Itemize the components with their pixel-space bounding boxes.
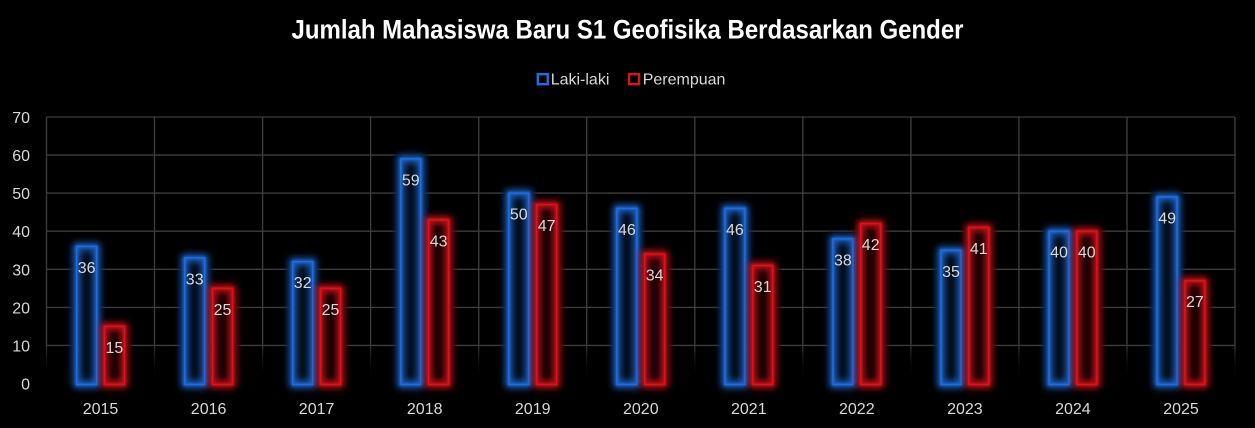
svg-text:47: 47	[538, 218, 556, 235]
svg-text:46: 46	[618, 222, 636, 239]
svg-text:60: 60	[12, 148, 30, 165]
svg-text:Laki-laki: Laki-laki	[551, 72, 610, 89]
svg-text:2015: 2015	[83, 401, 119, 418]
svg-text:50: 50	[510, 207, 528, 224]
svg-text:42: 42	[862, 237, 880, 254]
svg-text:40: 40	[12, 224, 30, 241]
svg-text:50: 50	[12, 186, 30, 203]
svg-text:2018: 2018	[407, 401, 443, 418]
svg-text:38: 38	[834, 252, 852, 269]
svg-text:0: 0	[21, 377, 30, 394]
svg-text:41: 41	[970, 241, 988, 258]
svg-text:46: 46	[726, 222, 744, 239]
svg-text:33: 33	[186, 271, 204, 288]
svg-text:Jumlah Mahasiswa Baru S1 Geofi: Jumlah Mahasiswa Baru S1 Geofisika Berda…	[292, 15, 964, 45]
svg-text:31: 31	[754, 279, 772, 296]
svg-text:34: 34	[646, 268, 664, 285]
svg-text:10: 10	[12, 338, 30, 355]
svg-text:2024: 2024	[1055, 401, 1091, 418]
svg-text:2017: 2017	[299, 401, 335, 418]
svg-text:25: 25	[214, 302, 232, 319]
svg-text:2025: 2025	[1163, 401, 1199, 418]
svg-text:25: 25	[322, 302, 340, 319]
svg-text:15: 15	[106, 340, 124, 357]
svg-text:70: 70	[12, 110, 30, 127]
svg-text:32: 32	[294, 275, 312, 292]
svg-text:36: 36	[78, 260, 96, 277]
svg-text:Perempuan: Perempuan	[643, 72, 726, 89]
svg-text:20: 20	[12, 300, 30, 317]
svg-text:2021: 2021	[731, 401, 767, 418]
svg-text:59: 59	[402, 172, 420, 189]
svg-text:40: 40	[1050, 245, 1068, 262]
svg-text:35: 35	[942, 264, 960, 281]
svg-text:43: 43	[430, 233, 448, 250]
svg-text:2020: 2020	[623, 401, 659, 418]
svg-text:2022: 2022	[839, 401, 875, 418]
svg-text:2019: 2019	[515, 401, 551, 418]
svg-text:49: 49	[1158, 211, 1176, 228]
svg-text:40: 40	[1078, 245, 1096, 262]
svg-text:2023: 2023	[947, 401, 983, 418]
svg-text:27: 27	[1186, 294, 1204, 311]
svg-text:2016: 2016	[191, 401, 227, 418]
svg-text:30: 30	[12, 262, 30, 279]
